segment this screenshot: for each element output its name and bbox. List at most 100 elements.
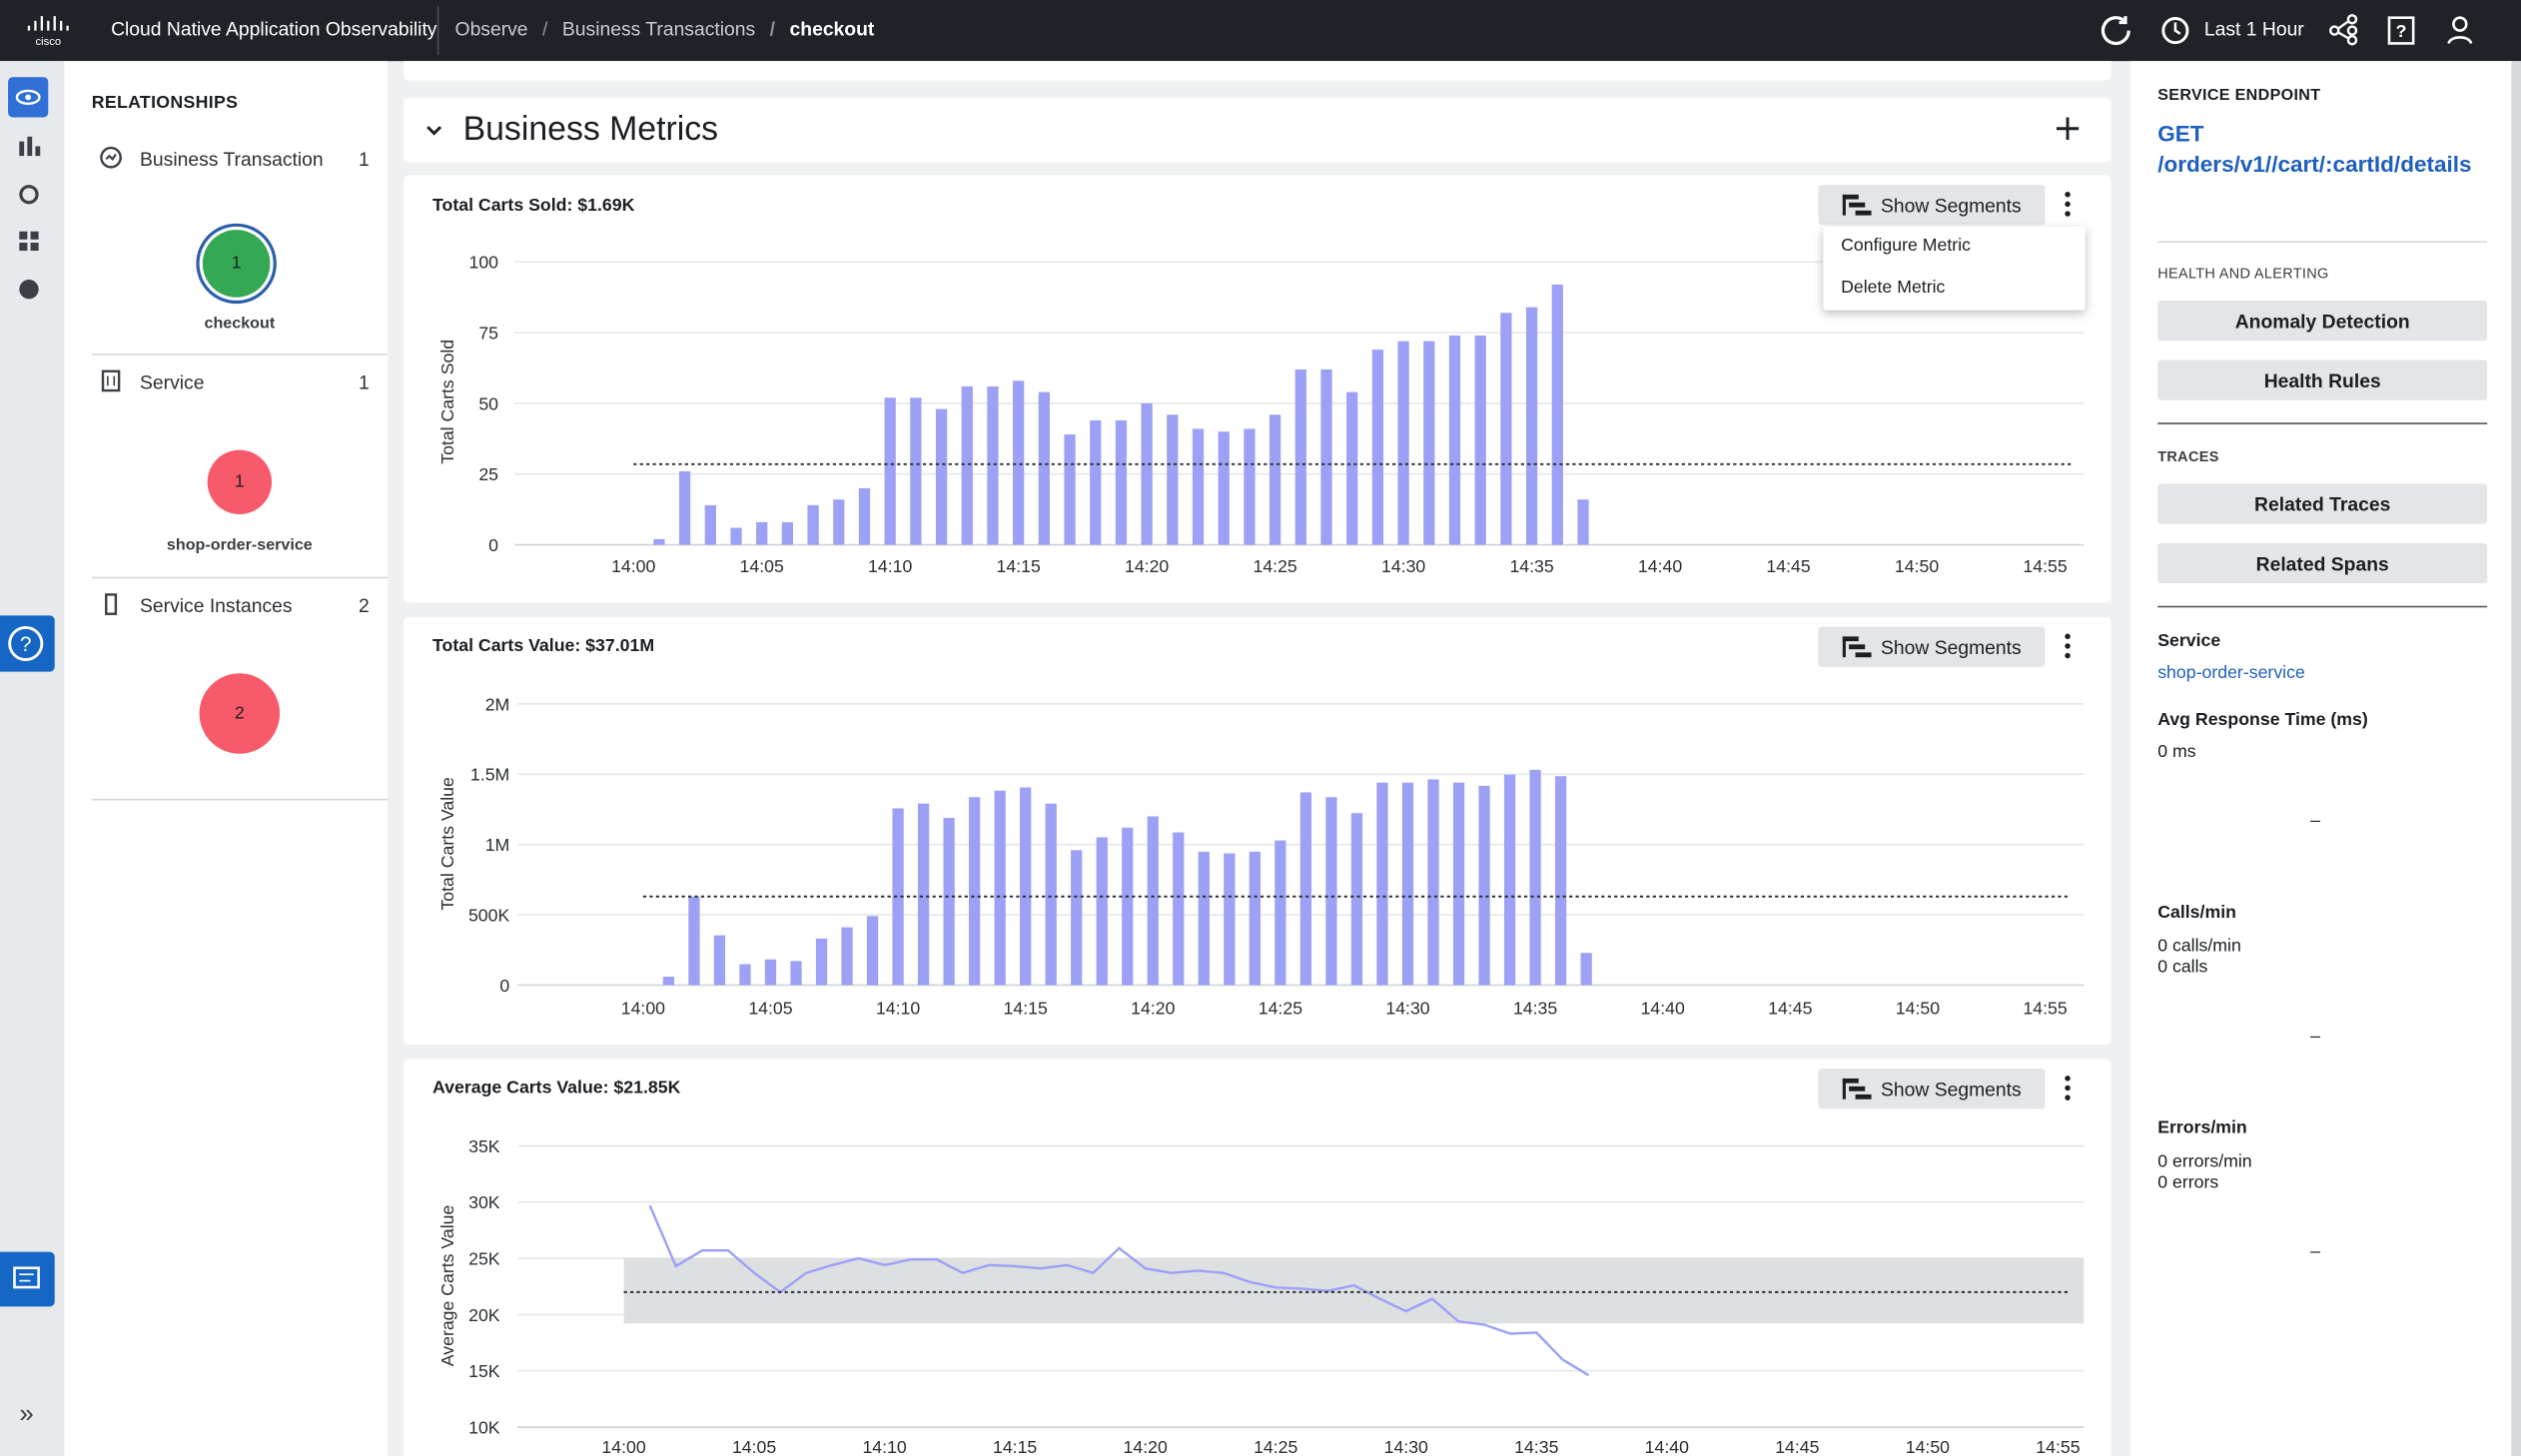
more-menu[interactable] (2063, 633, 2073, 667)
chat-button[interactable] (0, 1251, 55, 1307)
metric-value: 0 calls (2157, 958, 2208, 978)
user-icon[interactable] (2452, 16, 2468, 32)
relationship-label[interactable]: Service Instances (140, 594, 293, 617)
card (404, 61, 2111, 81)
nav-settings[interactable] (19, 185, 39, 205)
help-button[interactable]: ? (0, 615, 55, 672)
breadcrumb[interactable]: Observe (454, 17, 528, 41)
divider (91, 576, 388, 579)
x-tick-label: 14:05 (740, 556, 784, 576)
more-menu[interactable] (2063, 1076, 2073, 1109)
bar (1371, 350, 1384, 545)
bar (1038, 391, 1050, 545)
bar (1090, 419, 1102, 545)
button[interactable]: Related Traces (2157, 483, 2488, 524)
y-tick-label: 1M (485, 835, 510, 855)
bar (1294, 368, 1306, 545)
bar (1141, 402, 1153, 545)
nav-analytics[interactable] (19, 141, 25, 157)
x-tick-label: 14:00 (611, 556, 655, 576)
y-tick-label: 500K (468, 906, 510, 926)
bar (1577, 499, 1589, 545)
nav-globe[interactable] (19, 280, 39, 300)
x-tick-label: 14:45 (1775, 1437, 1819, 1456)
chart-title: Total Carts Value: $37.01M (432, 636, 655, 656)
bar (1115, 419, 1128, 545)
metric-label: Calls/min (2157, 903, 2236, 923)
bar (1320, 368, 1332, 545)
bar (1580, 953, 1592, 986)
service-link[interactable]: shop-order-service (2157, 663, 2305, 683)
refresh-icon[interactable] (2101, 16, 2130, 46)
logo-text: cisco (35, 36, 61, 48)
collapse-icon[interactable] (424, 121, 443, 140)
x-tick-label: 14:30 (1381, 556, 1425, 576)
button[interactable]: Anomaly Detection (2157, 300, 2488, 342)
y-tick-label: 25K (468, 1248, 500, 1268)
bt-icon (100, 146, 122, 169)
bar (1551, 284, 1563, 545)
x-tick-label: 14:10 (868, 556, 912, 576)
menu-item[interactable]: Configure Metric (1841, 236, 1972, 256)
button[interactable]: Related Spans (2157, 542, 2488, 584)
bar (1218, 431, 1230, 545)
bar (858, 487, 871, 545)
button-label: Show Segments (1881, 1078, 2022, 1100)
bar (994, 790, 1006, 986)
x-tick-label: 14:45 (1768, 998, 1812, 1018)
show-segments-button[interactable]: Show Segments (1818, 185, 2046, 226)
nav-apps[interactable] (19, 231, 39, 252)
relationship-label[interactable]: Business Transaction (140, 148, 324, 171)
brand[interactable]: Cloud Native Application Observability (111, 17, 437, 41)
bar (1346, 391, 1358, 545)
y-tick-label: 50 (478, 393, 498, 413)
metric-value: 0 calls/min (2157, 937, 2241, 957)
metric-value: 0 errors (2157, 1172, 2219, 1193)
sparkline-placeholder: – (2310, 811, 2320, 831)
node[interactable]: 2 (199, 673, 281, 754)
button[interactable]: Health Rules (2157, 360, 2488, 400)
time-range[interactable]: Last 1 Hour (2203, 17, 2304, 41)
bar (781, 521, 794, 545)
add-button[interactable] (2056, 117, 2080, 141)
x-tick-label: 14:05 (748, 998, 792, 1018)
node-label: shop-order-service (166, 536, 313, 555)
show-segments-button[interactable]: Show Segments (1818, 1069, 2046, 1109)
node[interactable]: 1 (202, 230, 271, 298)
sparkline-placeholder: – (2310, 1241, 2320, 1262)
header-icons: ? (2101, 14, 2473, 46)
bar (1350, 813, 1363, 986)
bar (713, 935, 726, 986)
help-icon[interactable] (2387, 16, 2415, 45)
bar (1045, 803, 1057, 986)
relationship-count: 1 (358, 370, 370, 394)
x-tick-label: 14:10 (862, 1437, 906, 1456)
bar (1096, 837, 1108, 986)
share-icon[interactable] (2329, 14, 2358, 46)
nav-icons (19, 136, 41, 300)
show-segments-button[interactable]: Show Segments (1818, 626, 2046, 667)
node-label: checkout (204, 315, 276, 334)
breadcrumb[interactable]: Business Transactions (528, 18, 755, 41)
bar (739, 964, 751, 986)
bar (730, 527, 742, 545)
bar (790, 961, 802, 986)
bar (917, 803, 930, 986)
svg-text:?: ? (20, 633, 32, 656)
breadcrumb: checkout (755, 18, 875, 41)
more-menu[interactable] (2063, 191, 2073, 226)
section-label: HEALTH AND ALERTING (2157, 265, 2329, 282)
nav-observe[interactable] (8, 77, 49, 118)
scrollbar[interactable] (2511, 61, 2521, 1456)
menu-item[interactable]: Delete Metric (1841, 278, 1946, 298)
bar (1064, 434, 1076, 545)
y-axis-title: Average Carts Value (437, 1204, 457, 1366)
expand-nav[interactable]: » (19, 1401, 34, 1429)
relationship-label[interactable]: Service (140, 370, 205, 394)
clock-icon[interactable] (2161, 17, 2189, 45)
divider (91, 354, 388, 356)
node[interactable]: 1 (207, 449, 273, 514)
